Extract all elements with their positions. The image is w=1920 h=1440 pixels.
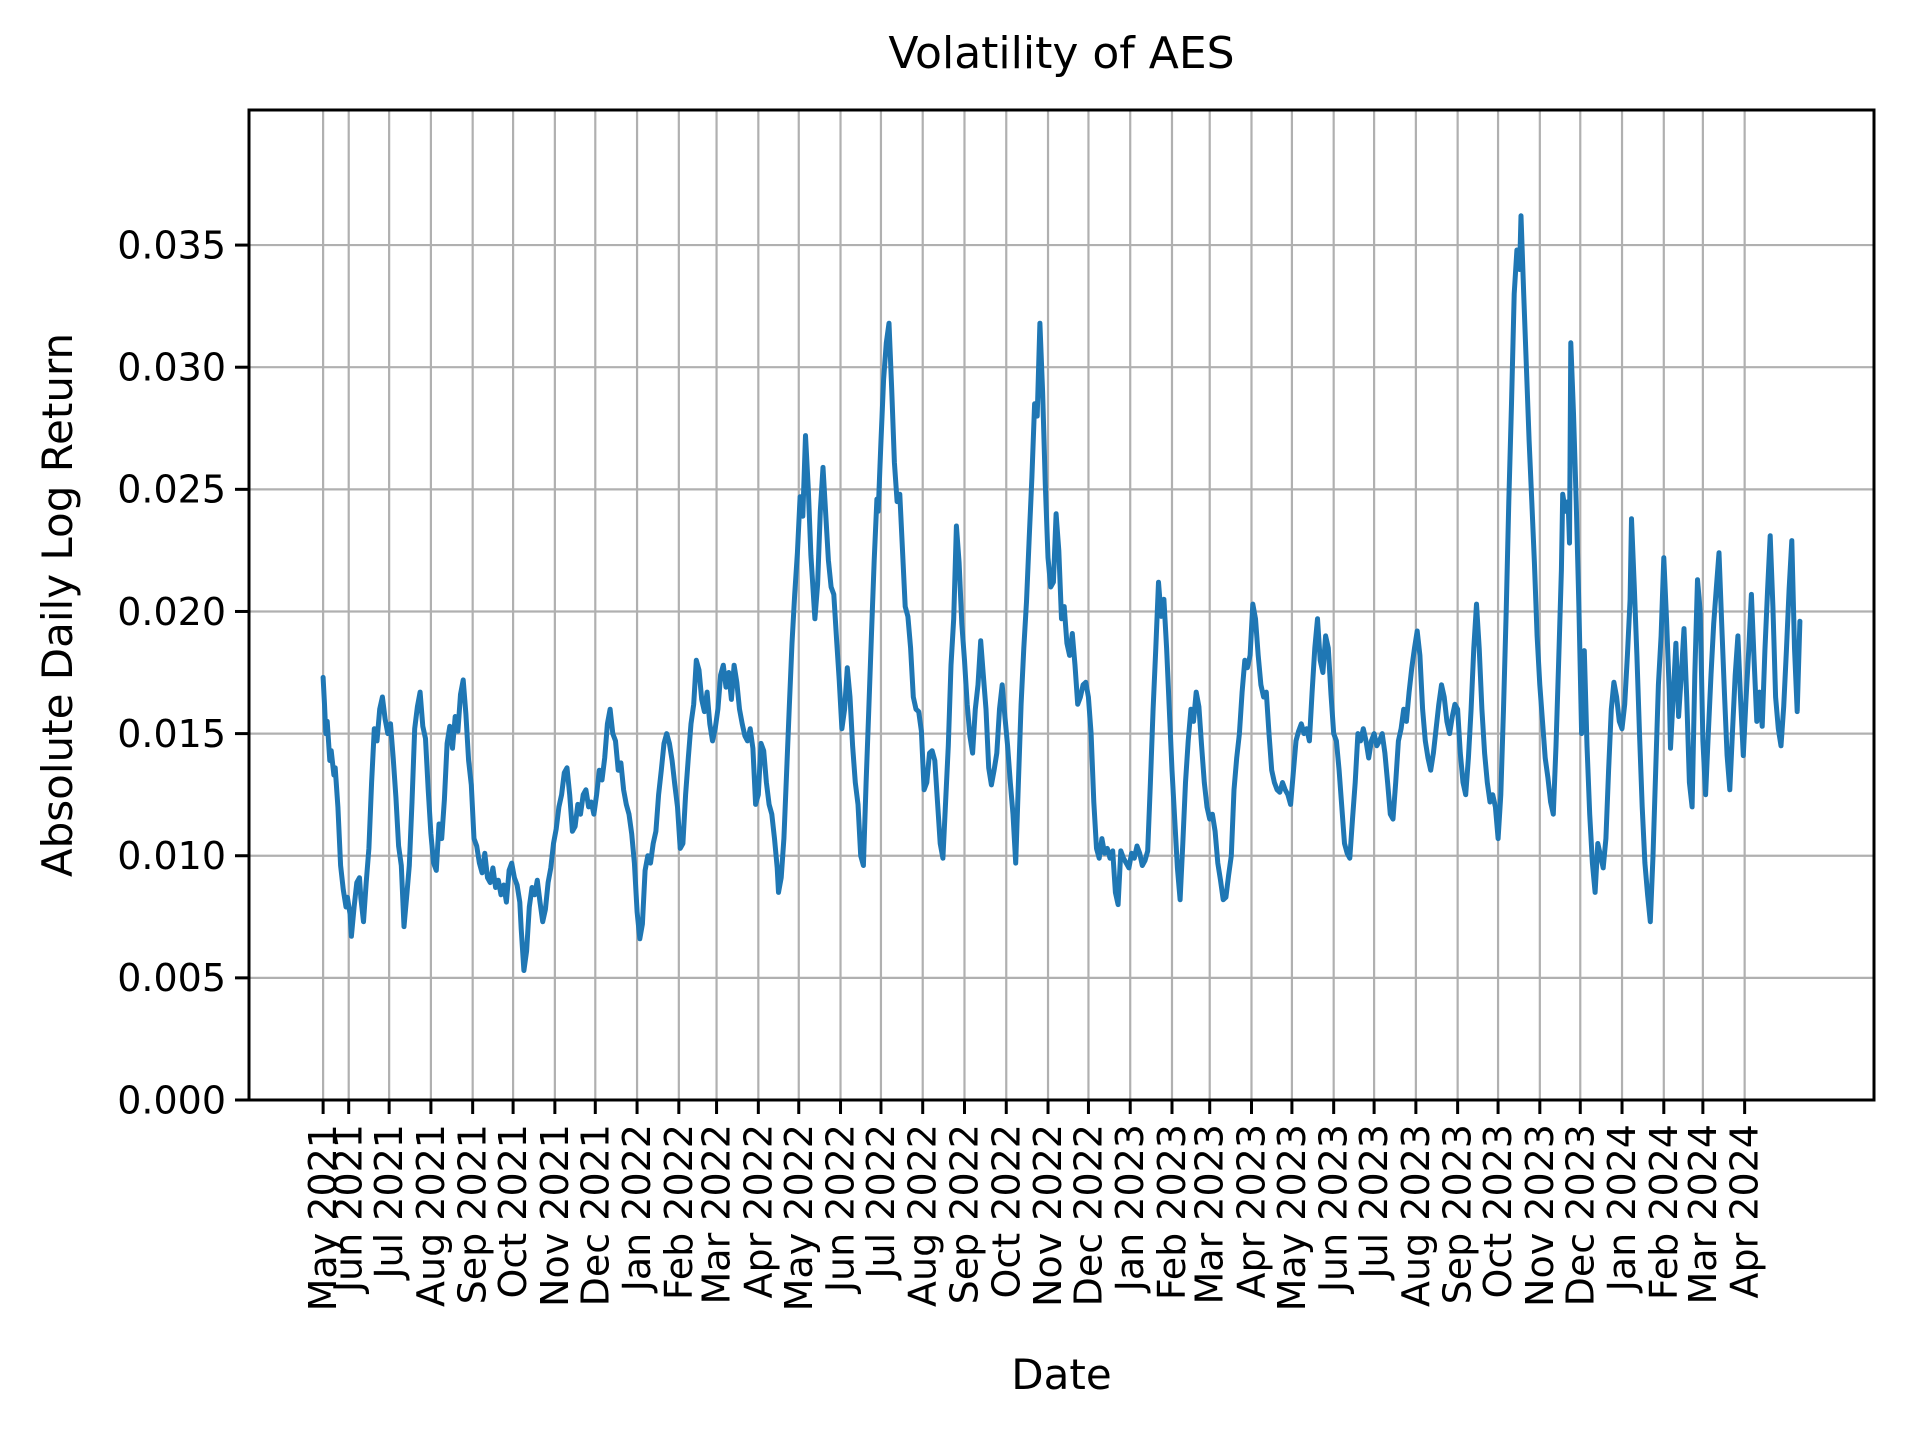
plot-border — [247, 108, 1876, 1102]
x-tick-label: May 2023 — [1270, 1124, 1314, 1311]
x-tick-label: Oct 2021 — [491, 1124, 535, 1299]
chart-title: Volatility of AES — [888, 28, 1235, 79]
y-tick-label: 0.000 — [117, 1078, 226, 1122]
y-tick-label: 0.030 — [117, 346, 226, 390]
x-tick-label: Jun 2023 — [1312, 1124, 1356, 1294]
x-tick-label: Jan 2022 — [615, 1124, 659, 1293]
x-tick-label: Feb 2023 — [1150, 1124, 1194, 1300]
x-tick-label: Jun 2022 — [819, 1124, 863, 1294]
y-tick-label: 0.020 — [117, 590, 226, 634]
y-tick-label: 0.035 — [117, 223, 226, 267]
x-tick-label: Dec 2023 — [1558, 1124, 1602, 1306]
x-tick-label: Dec 2021 — [573, 1124, 617, 1306]
x-tick-label: Sep 2023 — [1436, 1124, 1480, 1304]
x-tick-label: Sep 2022 — [942, 1124, 986, 1304]
y-axis-label: Absolute Daily Log Return — [33, 332, 82, 878]
x-tick-label: Aug 2023 — [1394, 1124, 1438, 1307]
y-tick-label: 0.005 — [117, 956, 226, 1000]
x-tick-label: Aug 2022 — [901, 1124, 945, 1307]
y-tick-label: 0.015 — [117, 712, 226, 756]
x-tick-label: Mar 2023 — [1188, 1124, 1232, 1304]
x-tick-label: Mar 2024 — [1681, 1124, 1725, 1304]
x-tick-label: Jul 2023 — [1352, 1124, 1396, 1281]
x-tick-label: Feb 2022 — [657, 1124, 701, 1300]
x-tick-label: Jul 2022 — [859, 1124, 903, 1281]
y-tick-labels: 0.000 0.005 0.010 0.015 0.020 0.025 0.030 0.035 — [117, 223, 226, 1122]
x-tick-label: Jun 2021 — [327, 1124, 371, 1294]
x-tick-label: Jul 2021 — [367, 1124, 411, 1281]
data-line — [320, 213, 1803, 973]
x-tick-label: Apr 2023 — [1229, 1124, 1273, 1299]
x-tick-label: Nov 2021 — [533, 1124, 577, 1307]
x-tick-label: May 2021 — [301, 1124, 345, 1311]
x-tick-label: Oct 2023 — [1476, 1124, 1520, 1299]
x-tick-label: Apr 2024 — [1723, 1124, 1767, 1299]
axis-ticks — [235, 243, 1747, 1114]
axes-spines — [247, 108, 1876, 1102]
x-tick-label: Nov 2022 — [1026, 1124, 1070, 1307]
x-tick-label: May 2022 — [777, 1124, 821, 1311]
x-tick-label: Dec 2022 — [1066, 1124, 1110, 1306]
x-axis-label: Date — [1011, 1350, 1112, 1399]
x-tick-label: Oct 2022 — [984, 1124, 1028, 1299]
y-tick-label: 0.025 — [117, 468, 226, 512]
x-tick-label: Aug 2021 — [409, 1124, 453, 1307]
x-tick-label: Apr 2022 — [736, 1124, 780, 1299]
x-tick-label: Jan 2023 — [1108, 1124, 1152, 1293]
x-tick-label: Sep 2021 — [451, 1124, 495, 1304]
x-tick-label: Nov 2023 — [1518, 1124, 1562, 1307]
x-tick-label: Mar 2022 — [695, 1124, 739, 1304]
data-line-layer — [320, 213, 1803, 973]
y-tick-label: 0.010 — [117, 834, 226, 878]
x-tick-label: Feb 2024 — [1642, 1124, 1686, 1300]
x-tick-label: Jan 2024 — [1600, 1124, 1644, 1293]
